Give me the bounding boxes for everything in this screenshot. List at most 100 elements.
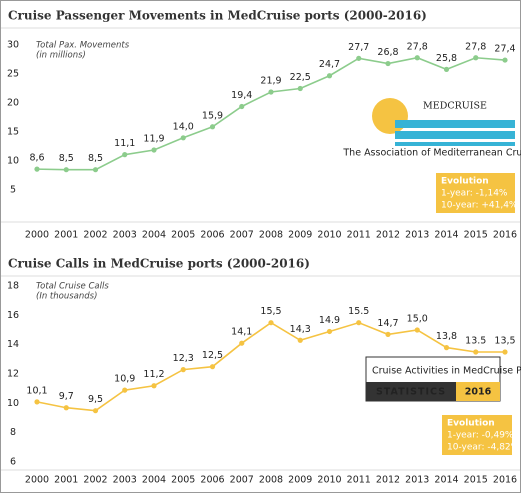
value-label: 27,8 (407, 41, 428, 52)
value-label: 13,5 (494, 336, 515, 347)
value-label: 8,5 (59, 153, 74, 164)
x-tick-label: 2013 (405, 230, 429, 241)
y-axis-unit: (In thousands) (36, 292, 97, 302)
y-tick-label: 20 (7, 98, 19, 109)
x-tick-label: 2016 (493, 230, 517, 241)
data-point (151, 383, 157, 389)
data-point (34, 166, 40, 172)
data-point (443, 66, 450, 72)
data-point (180, 367, 186, 373)
data-point (473, 349, 479, 355)
data-point (502, 349, 508, 355)
x-tick-label: 2001 (54, 230, 78, 241)
x-tick-label: 2008 (259, 475, 283, 486)
data-point (297, 337, 303, 343)
value-label: 15.5 (348, 306, 369, 317)
y-tick-label: 12 (7, 369, 19, 380)
badge-year-box (456, 382, 500, 401)
x-tick-label: 2004 (142, 230, 166, 241)
value-label: 14,0 (173, 121, 194, 132)
y-tick-label: 8 (10, 427, 16, 438)
value-label: 15,5 (260, 306, 281, 317)
data-point (297, 85, 303, 92)
value-label: 12,5 (202, 350, 223, 361)
data-point (122, 387, 128, 393)
value-label: 11,9 (143, 133, 164, 144)
x-tick-label: 2010 (317, 475, 341, 486)
value-label: 21,9 (260, 75, 281, 86)
value-label: 15,0 (407, 314, 428, 325)
chart-title: Cruise Passenger Movements in MedCruise … (8, 9, 427, 23)
x-tick-label: 2009 (288, 230, 312, 241)
x-tick-label: 2003 (113, 475, 137, 486)
y-tick-label: 18 (7, 281, 19, 292)
y-tick-label: 30 (7, 40, 19, 51)
x-tick-label: 2008 (259, 230, 283, 241)
x-tick-label: 2005 (171, 475, 195, 486)
y-tick-label: 10 (7, 398, 19, 409)
data-point (34, 399, 40, 405)
data-point (239, 340, 245, 346)
data-point (239, 103, 245, 110)
evolution-box (442, 415, 512, 455)
x-tick-label: 2000 (25, 230, 49, 241)
y-axis-label: Total Cruise Calls (36, 282, 109, 292)
x-tick-label: 2014 (434, 230, 458, 241)
logo-stripe (395, 131, 515, 139)
data-point (385, 331, 391, 337)
x-tick-label: 2002 (83, 475, 107, 486)
value-label: 11,1 (114, 138, 135, 149)
value-label: 27,7 (348, 42, 369, 53)
data-point (443, 345, 450, 351)
data-point (209, 124, 216, 130)
data-point (356, 320, 362, 326)
x-tick-label: 2006 (200, 230, 224, 241)
data-point (385, 60, 391, 67)
x-tick-label: 2012 (376, 230, 400, 241)
x-tick-label: 2011 (347, 230, 371, 241)
evolution-title: Evolution (447, 419, 495, 429)
data-point (326, 328, 333, 335)
data-point (151, 147, 157, 153)
x-tick-label: 2006 (200, 475, 224, 486)
value-label: 27,4 (494, 44, 515, 55)
data-point (356, 55, 362, 61)
logo-sun (372, 98, 408, 134)
value-label: 13.5 (465, 336, 486, 347)
chart-title: Cruise Calls in MedCruise ports (2000-20… (8, 257, 310, 271)
x-tick-label: 2015 (464, 475, 488, 486)
x-tick-label: 2003 (113, 230, 137, 241)
evolution-box (436, 173, 515, 213)
badge-year: 2016 (465, 387, 492, 398)
evolution-10y: 10-year: +41,4% (441, 201, 518, 211)
x-tick-label: 2007 (230, 475, 254, 486)
value-label: 11,2 (143, 369, 164, 380)
logo-tagline: The Association of Mediterranean Cruise … (342, 148, 521, 159)
value-label: 14,7 (377, 318, 398, 329)
y-tick-label: 25 (7, 69, 19, 80)
data-point (414, 55, 420, 61)
value-label: 10,1 (26, 385, 47, 396)
y-axis-label: Total Pax. Movements (36, 41, 130, 51)
value-label: 24,7 (319, 59, 340, 70)
data-point (92, 167, 99, 173)
badge-word: STATISTICS (376, 387, 446, 398)
value-label: 25,8 (436, 53, 457, 64)
data-point (502, 57, 508, 63)
y-tick-label: 15 (7, 127, 19, 138)
x-tick-label: 2001 (54, 475, 78, 486)
evolution-title: Evolution (441, 177, 489, 187)
logo-stripe (395, 142, 515, 146)
value-label: 12,3 (173, 353, 194, 364)
data-point (326, 73, 333, 79)
badge-bar (366, 382, 456, 401)
x-tick-label: 2013 (405, 475, 429, 486)
x-tick-label: 2005 (171, 230, 195, 241)
x-tick-label: 2007 (230, 230, 254, 241)
y-tick-label: 10 (7, 156, 19, 167)
data-point (268, 320, 274, 326)
data-point (180, 135, 186, 141)
x-tick-label: 2009 (288, 475, 312, 486)
y-tick-label: 5 (10, 185, 16, 196)
